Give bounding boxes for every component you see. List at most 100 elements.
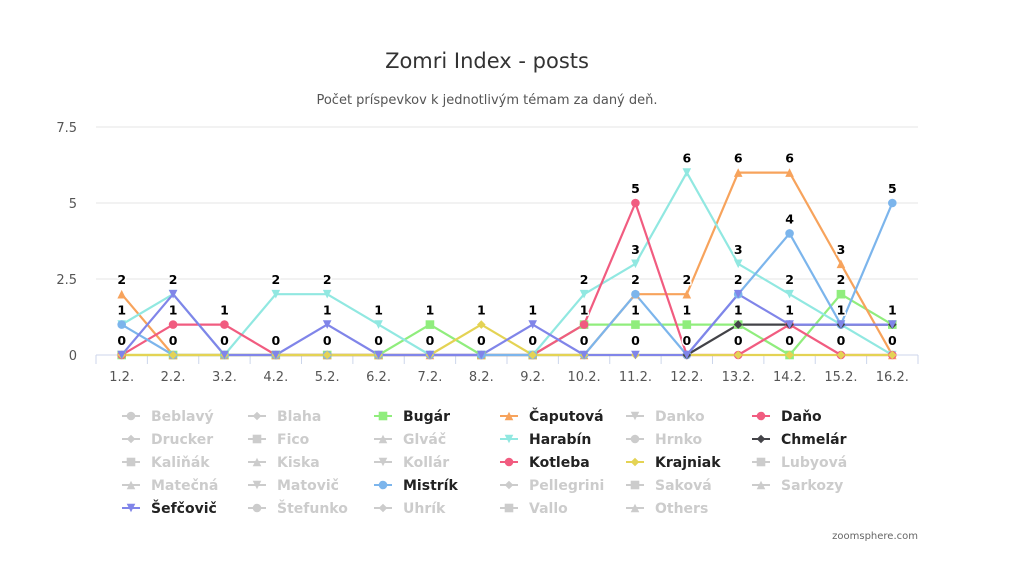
legend-symbol	[378, 457, 388, 467]
legend-item-chmelar[interactable]: Chmelár	[752, 432, 847, 448]
legend: Beblavý Blaha Bugár Čaputová Danko Daňo Drucke…	[122, 407, 847, 517]
legend-item-krajniak[interactable]: Krajniak	[626, 455, 721, 471]
legend-item-matecna[interactable]: Matečná	[122, 478, 218, 494]
data-point-caputova[interactable]	[836, 259, 846, 269]
legend-item-kalinak[interactable]: Kaliňák	[122, 455, 210, 471]
credit-link[interactable]: zoomsphere.com	[832, 531, 918, 542]
data-label: 2	[682, 272, 691, 287]
data-point-kotleba[interactable]	[579, 320, 589, 329]
x-tick-label: 3.2.	[212, 370, 237, 385]
data-point-krajniak[interactable]	[477, 320, 486, 329]
data-point-sefcovic[interactable]	[836, 320, 846, 329]
data-point-krajniak[interactable]	[168, 350, 178, 360]
data-point-krajniak[interactable]	[785, 350, 794, 360]
series-line-caputova[interactable]	[120, 171, 894, 357]
data-point-harabin[interactable]	[271, 289, 281, 299]
data-point-kotleba[interactable]	[631, 198, 640, 208]
data-point-sefcovic[interactable]	[682, 350, 692, 360]
data-point-krajniak[interactable]	[528, 350, 537, 360]
data-point-sefcovic[interactable]	[579, 350, 589, 360]
legend-item-pellegrini[interactable]: Pellegrini	[500, 478, 604, 494]
data-point-bugar[interactable]	[631, 320, 640, 329]
data-label: 5	[888, 181, 897, 196]
data-point-mistrik[interactable]	[117, 320, 126, 329]
data-label: 1	[477, 303, 486, 318]
data-point-sefcovic[interactable]	[374, 350, 383, 360]
data-point-kotleba[interactable]	[220, 320, 229, 329]
data-point-sefcovic[interactable]	[168, 289, 178, 299]
data-point-krajniak[interactable]	[733, 350, 743, 360]
data-point-harabin[interactable]	[374, 320, 383, 329]
data-point-sefcovic[interactable]	[117, 350, 126, 360]
data-label: 1	[117, 303, 126, 318]
legend-item-kiska[interactable]: Kiska	[248, 455, 320, 471]
legend-item-beblavy[interactable]: Beblavý	[122, 409, 214, 425]
x-tick-label: 1.2.	[109, 370, 134, 385]
legend-item-danko[interactable]: Danko	[626, 409, 705, 425]
y-tick-label: 0	[69, 349, 77, 364]
legend-item-hrnko[interactable]: Hrnko	[626, 432, 703, 448]
data-point-caputova[interactable]	[117, 289, 126, 299]
legend-item-sefcovic[interactable]: Šefčovič	[122, 499, 217, 517]
legend-symbol	[126, 503, 136, 513]
y-axis: 0 2.5 5 7.5	[56, 121, 77, 364]
data-point-krajniak[interactable]	[322, 350, 332, 360]
data-point-sefcovic[interactable]	[271, 350, 281, 360]
data-point-krajniak[interactable]	[888, 350, 897, 360]
legend-item-lubyova[interactable]: Lubyová	[752, 455, 847, 471]
data-point-sefcovic[interactable]	[322, 320, 332, 329]
data-point-sefcovic[interactable]	[528, 320, 537, 329]
legend-item-stefunko[interactable]: Štefunko	[248, 499, 348, 517]
data-point-harabin[interactable]	[785, 289, 794, 299]
legend-item-harabin[interactable]: Harabín	[500, 432, 591, 448]
data-point-sefcovic[interactable]	[785, 320, 794, 329]
data-point-sefcovic[interactable]	[425, 350, 435, 360]
data-point-sefcovic[interactable]	[477, 350, 486, 360]
data-point-mistrik[interactable]	[888, 198, 897, 208]
legend-item-matovic[interactable]: Matovič	[248, 478, 339, 494]
series-line-harabin[interactable]	[121, 171, 893, 357]
legend-item-blaha[interactable]: Blaha	[248, 409, 321, 425]
data-point-chmelar[interactable]	[733, 320, 743, 329]
data-point-harabin[interactable]	[733, 259, 743, 269]
data-label: 6	[785, 151, 794, 166]
legend-item-vallo[interactable]: Vallo	[500, 501, 568, 517]
legend-item-drucker[interactable]: Drucker	[122, 432, 213, 448]
legend-item-glvac[interactable]: Glváč	[374, 432, 446, 448]
data-point-krajniak[interactable]	[836, 350, 846, 360]
data-point-bugar[interactable]	[836, 289, 846, 299]
legend-item-kotleba[interactable]: Kotleba	[500, 455, 590, 471]
data-point-harabin[interactable]	[682, 168, 692, 177]
data-point-sefcovic[interactable]	[733, 289, 743, 299]
legend-label: Kollár	[403, 455, 449, 471]
data-point-sefcovic[interactable]	[220, 350, 229, 360]
data-label: 0	[271, 333, 280, 348]
data-label: 0	[631, 333, 640, 348]
data-point-mistrik[interactable]	[631, 289, 640, 299]
data-point-bugar[interactable]	[682, 320, 692, 329]
legend-item-sakova[interactable]: Saková	[626, 478, 712, 494]
legend-item-sarkozy[interactable]: Sarkozy	[752, 478, 843, 494]
legend-item-caputova[interactable]: Čaputová	[500, 407, 604, 425]
legend-item-uhrik[interactable]: Uhrík	[374, 501, 446, 517]
legend-item-dano[interactable]: Daňo	[752, 409, 822, 425]
series-line-sefcovic[interactable]	[120, 293, 893, 357]
data-point-caputova[interactable]	[785, 168, 794, 177]
legend-item-fico[interactable]: Fico	[248, 432, 310, 448]
data-point-bugar[interactable]	[425, 320, 435, 329]
data-point-kotleba[interactable]	[168, 320, 178, 329]
legend-item-bugar[interactable]: Bugár	[374, 409, 450, 425]
data-label: 0	[734, 333, 743, 348]
legend-symbol	[378, 480, 388, 490]
data-point-harabin[interactable]	[322, 289, 332, 299]
legend-item-kollar[interactable]: Kollár	[374, 455, 449, 471]
data-point-harabin[interactable]	[631, 259, 640, 269]
data-point-sefcovic[interactable]	[888, 320, 897, 329]
data-point-caputova[interactable]	[733, 168, 743, 177]
data-point-harabin[interactable]	[579, 289, 589, 299]
legend-item-others[interactable]: Others	[626, 501, 708, 517]
data-point-sefcovic[interactable]	[631, 350, 640, 360]
data-point-mistrik[interactable]	[785, 229, 794, 238]
legend-item-mistrik[interactable]: Mistrík	[374, 478, 458, 494]
data-point-caputova[interactable]	[682, 289, 692, 299]
